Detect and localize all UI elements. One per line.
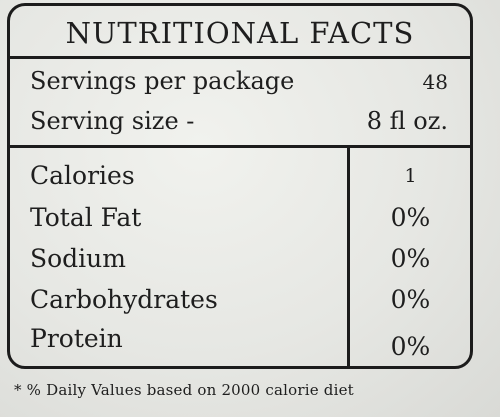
nutrient-label: Sodium [30, 244, 126, 273]
column-divider [347, 145, 350, 366]
nutrient-label: Total Fat [30, 203, 142, 232]
servings-per-package-value: 48 [422, 70, 448, 94]
serving-size-label: Serving size - [30, 107, 195, 135]
nutrient-value: 1 [404, 165, 417, 187]
nutrient-label: Protein [30, 324, 123, 353]
nutrient-value: 0% [390, 332, 431, 361]
nutrient-label: Calories [30, 161, 135, 190]
daily-values-footnote: * % Daily Values based on 2000 calorie d… [14, 381, 354, 399]
servings-per-package-label: Servings per package [30, 67, 295, 95]
nutrient-value: 0% [390, 285, 431, 314]
section-divider [10, 145, 470, 148]
nutrient-label: Carbohydrates [30, 285, 218, 314]
serving-size-value: 8 fl oz. [366, 107, 448, 135]
title-divider [10, 56, 470, 59]
label-title: NUTRITIONAL FACTS [65, 16, 415, 50]
nutrient-value: 0% [390, 244, 431, 273]
nutrient-value: 0% [390, 203, 431, 232]
nutrition-label: NUTRITIONAL FACTS Servings per package 4… [7, 3, 473, 369]
